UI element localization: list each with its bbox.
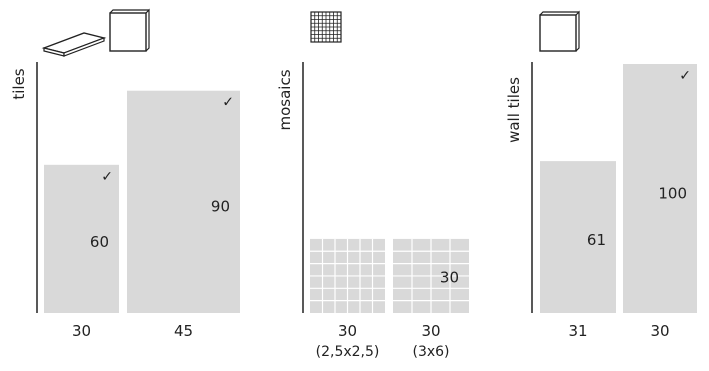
chart-panel-2: mosaics 30 (2,5x2,5) 30 30 (3x6) xyxy=(276,62,469,360)
x-tick-label: 30 xyxy=(338,322,357,340)
check-mark: ✓ xyxy=(101,169,113,185)
data-label: 60 xyxy=(90,233,109,251)
x-tick-label: 30 xyxy=(650,322,669,340)
bar xyxy=(127,90,240,313)
x-tick-label: 30 xyxy=(72,322,91,340)
x-tick-label: 30 xyxy=(421,322,440,340)
x-tick-label: 45 xyxy=(174,322,193,340)
x-tick-sublabel: (2,5x2,5) xyxy=(316,344,380,360)
mosaic-grid-icon xyxy=(310,11,342,43)
y-axis-label: mosaics xyxy=(276,69,294,130)
bar xyxy=(44,164,119,313)
bar xyxy=(623,64,697,313)
flat-tile-icon xyxy=(41,32,107,57)
y-axis-label: wall tiles xyxy=(505,77,523,143)
bar xyxy=(540,161,616,313)
data-label: 30 xyxy=(440,268,459,286)
check-mark: ✓ xyxy=(679,68,691,84)
check-mark: ✓ xyxy=(222,95,234,111)
bar xyxy=(310,238,385,313)
square-tile-icon xyxy=(109,8,150,52)
x-tick-label: 31 xyxy=(568,322,587,340)
data-label: 90 xyxy=(211,197,230,215)
chart-panel-3: wall tiles 61 31 100 ✓ 30 xyxy=(505,62,697,340)
bar xyxy=(393,238,469,313)
data-label: 61 xyxy=(587,231,606,249)
chart-panel-1: tiles 60 ✓ 30 90 ✓ 45 xyxy=(10,62,240,340)
square-tile-icon xyxy=(539,10,580,52)
x-tick-sublabel: (3x6) xyxy=(412,344,449,360)
data-label: 100 xyxy=(658,184,687,202)
y-axis-label: tiles xyxy=(10,68,28,99)
